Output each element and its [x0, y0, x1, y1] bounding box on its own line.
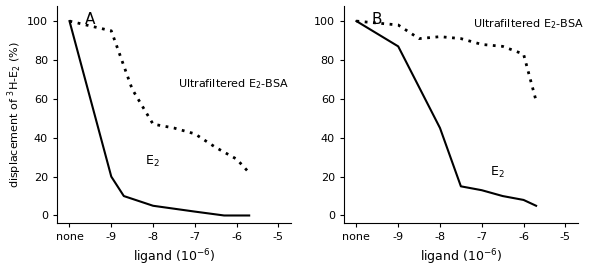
Text: E$_2$: E$_2$: [490, 165, 505, 180]
X-axis label: ligand (10$^{-6}$): ligand (10$^{-6}$): [133, 248, 215, 268]
Text: A: A: [85, 12, 95, 27]
Y-axis label: displacement of $^{3}$H-E$_{2}$ (%): displacement of $^{3}$H-E$_{2}$ (%): [5, 41, 24, 188]
X-axis label: ligand (10$^{-6}$): ligand (10$^{-6}$): [420, 248, 502, 268]
Text: Ultrafiltered E$_2$-BSA: Ultrafiltered E$_2$-BSA: [178, 77, 289, 91]
Text: E$_2$: E$_2$: [145, 153, 160, 169]
Text: B: B: [372, 12, 382, 27]
Text: Ultrafiltered E$_2$-BSA: Ultrafiltered E$_2$-BSA: [473, 17, 584, 31]
